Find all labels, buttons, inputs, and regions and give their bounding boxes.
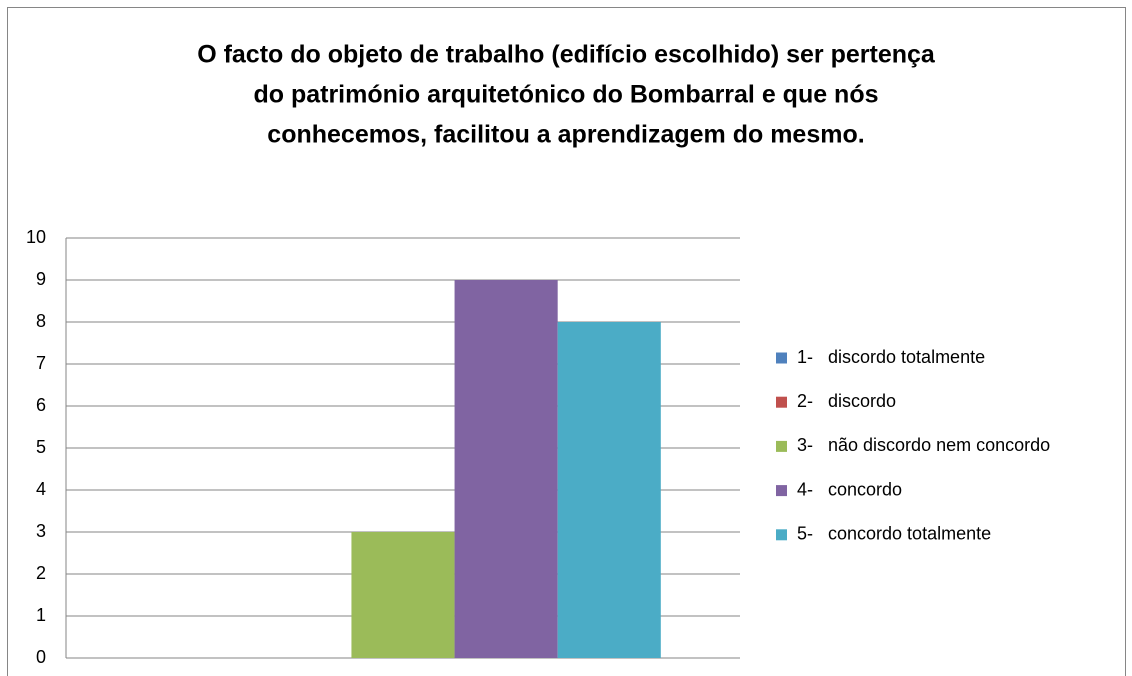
chart-title: do património arquitetónico do Bombarral… xyxy=(253,81,878,109)
y-tick-label: 2 xyxy=(36,563,46,583)
bar xyxy=(351,532,455,658)
legend-marker xyxy=(776,485,787,497)
y-tick-label: 8 xyxy=(36,311,46,331)
legend-label: 2- discordo xyxy=(797,391,896,411)
legend-marker xyxy=(776,352,787,364)
chart-title: O facto do objeto de trabalho (edifício … xyxy=(197,41,936,69)
y-tick-label: 5 xyxy=(36,437,46,457)
chart-title: conhecemos, facilitou a aprendizagem do … xyxy=(267,121,864,149)
y-tick-label: 10 xyxy=(26,227,46,247)
bar xyxy=(454,280,558,658)
y-tick-label: 9 xyxy=(36,269,46,289)
y-tick-label: 3 xyxy=(36,521,46,541)
legend-marker xyxy=(776,396,787,408)
legend-label: 5- concordo totalmente xyxy=(797,524,991,544)
y-tick-label: 1 xyxy=(36,605,46,625)
bar xyxy=(557,322,661,658)
y-tick-label: 6 xyxy=(36,395,46,415)
legend-marker xyxy=(776,529,787,541)
chart-frame xyxy=(7,7,1126,676)
y-tick-label: 0 xyxy=(36,647,46,667)
y-tick-label: 7 xyxy=(36,353,46,373)
legend-label: 3- não discordo nem concordo xyxy=(797,435,1050,455)
legend-label: 4- concordo xyxy=(797,479,902,499)
y-tick-label: 4 xyxy=(36,479,46,499)
legend-label: 1- discordo totalmente xyxy=(797,347,985,367)
legend-marker xyxy=(776,440,787,452)
